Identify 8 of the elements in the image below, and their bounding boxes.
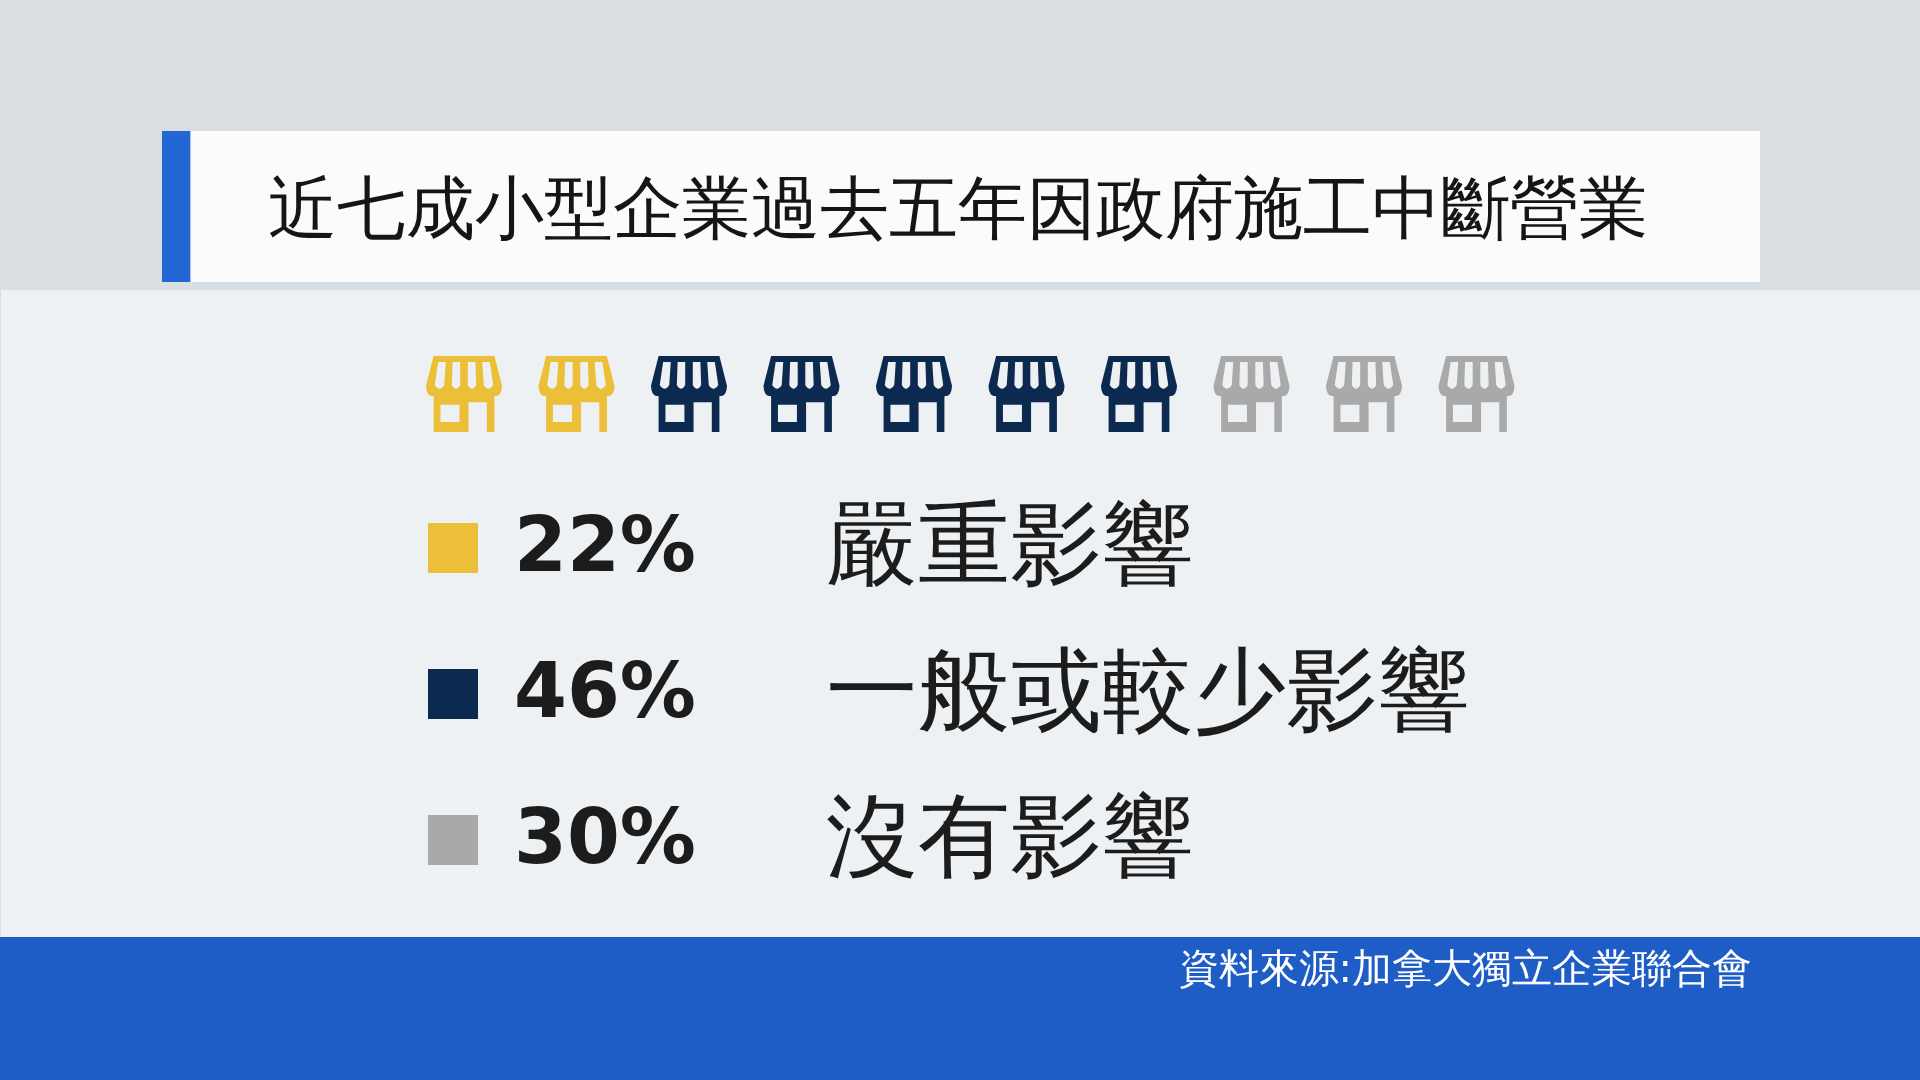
category-label: 嚴重影響 — [826, 491, 1194, 598]
source-note: 資料來源:加拿大獨立企業聯合會 — [1178, 945, 1752, 991]
data-label: 46% — [514, 646, 696, 735]
data-label: 30% — [514, 792, 696, 881]
category-label: 一般或較少影響 — [826, 637, 1470, 744]
data-label: 22% — [514, 500, 696, 589]
text: 近七成小型企業過去五年因政府施工中斷營業 — [268, 168, 1648, 248]
category-label: 沒有影響 — [826, 783, 1194, 890]
